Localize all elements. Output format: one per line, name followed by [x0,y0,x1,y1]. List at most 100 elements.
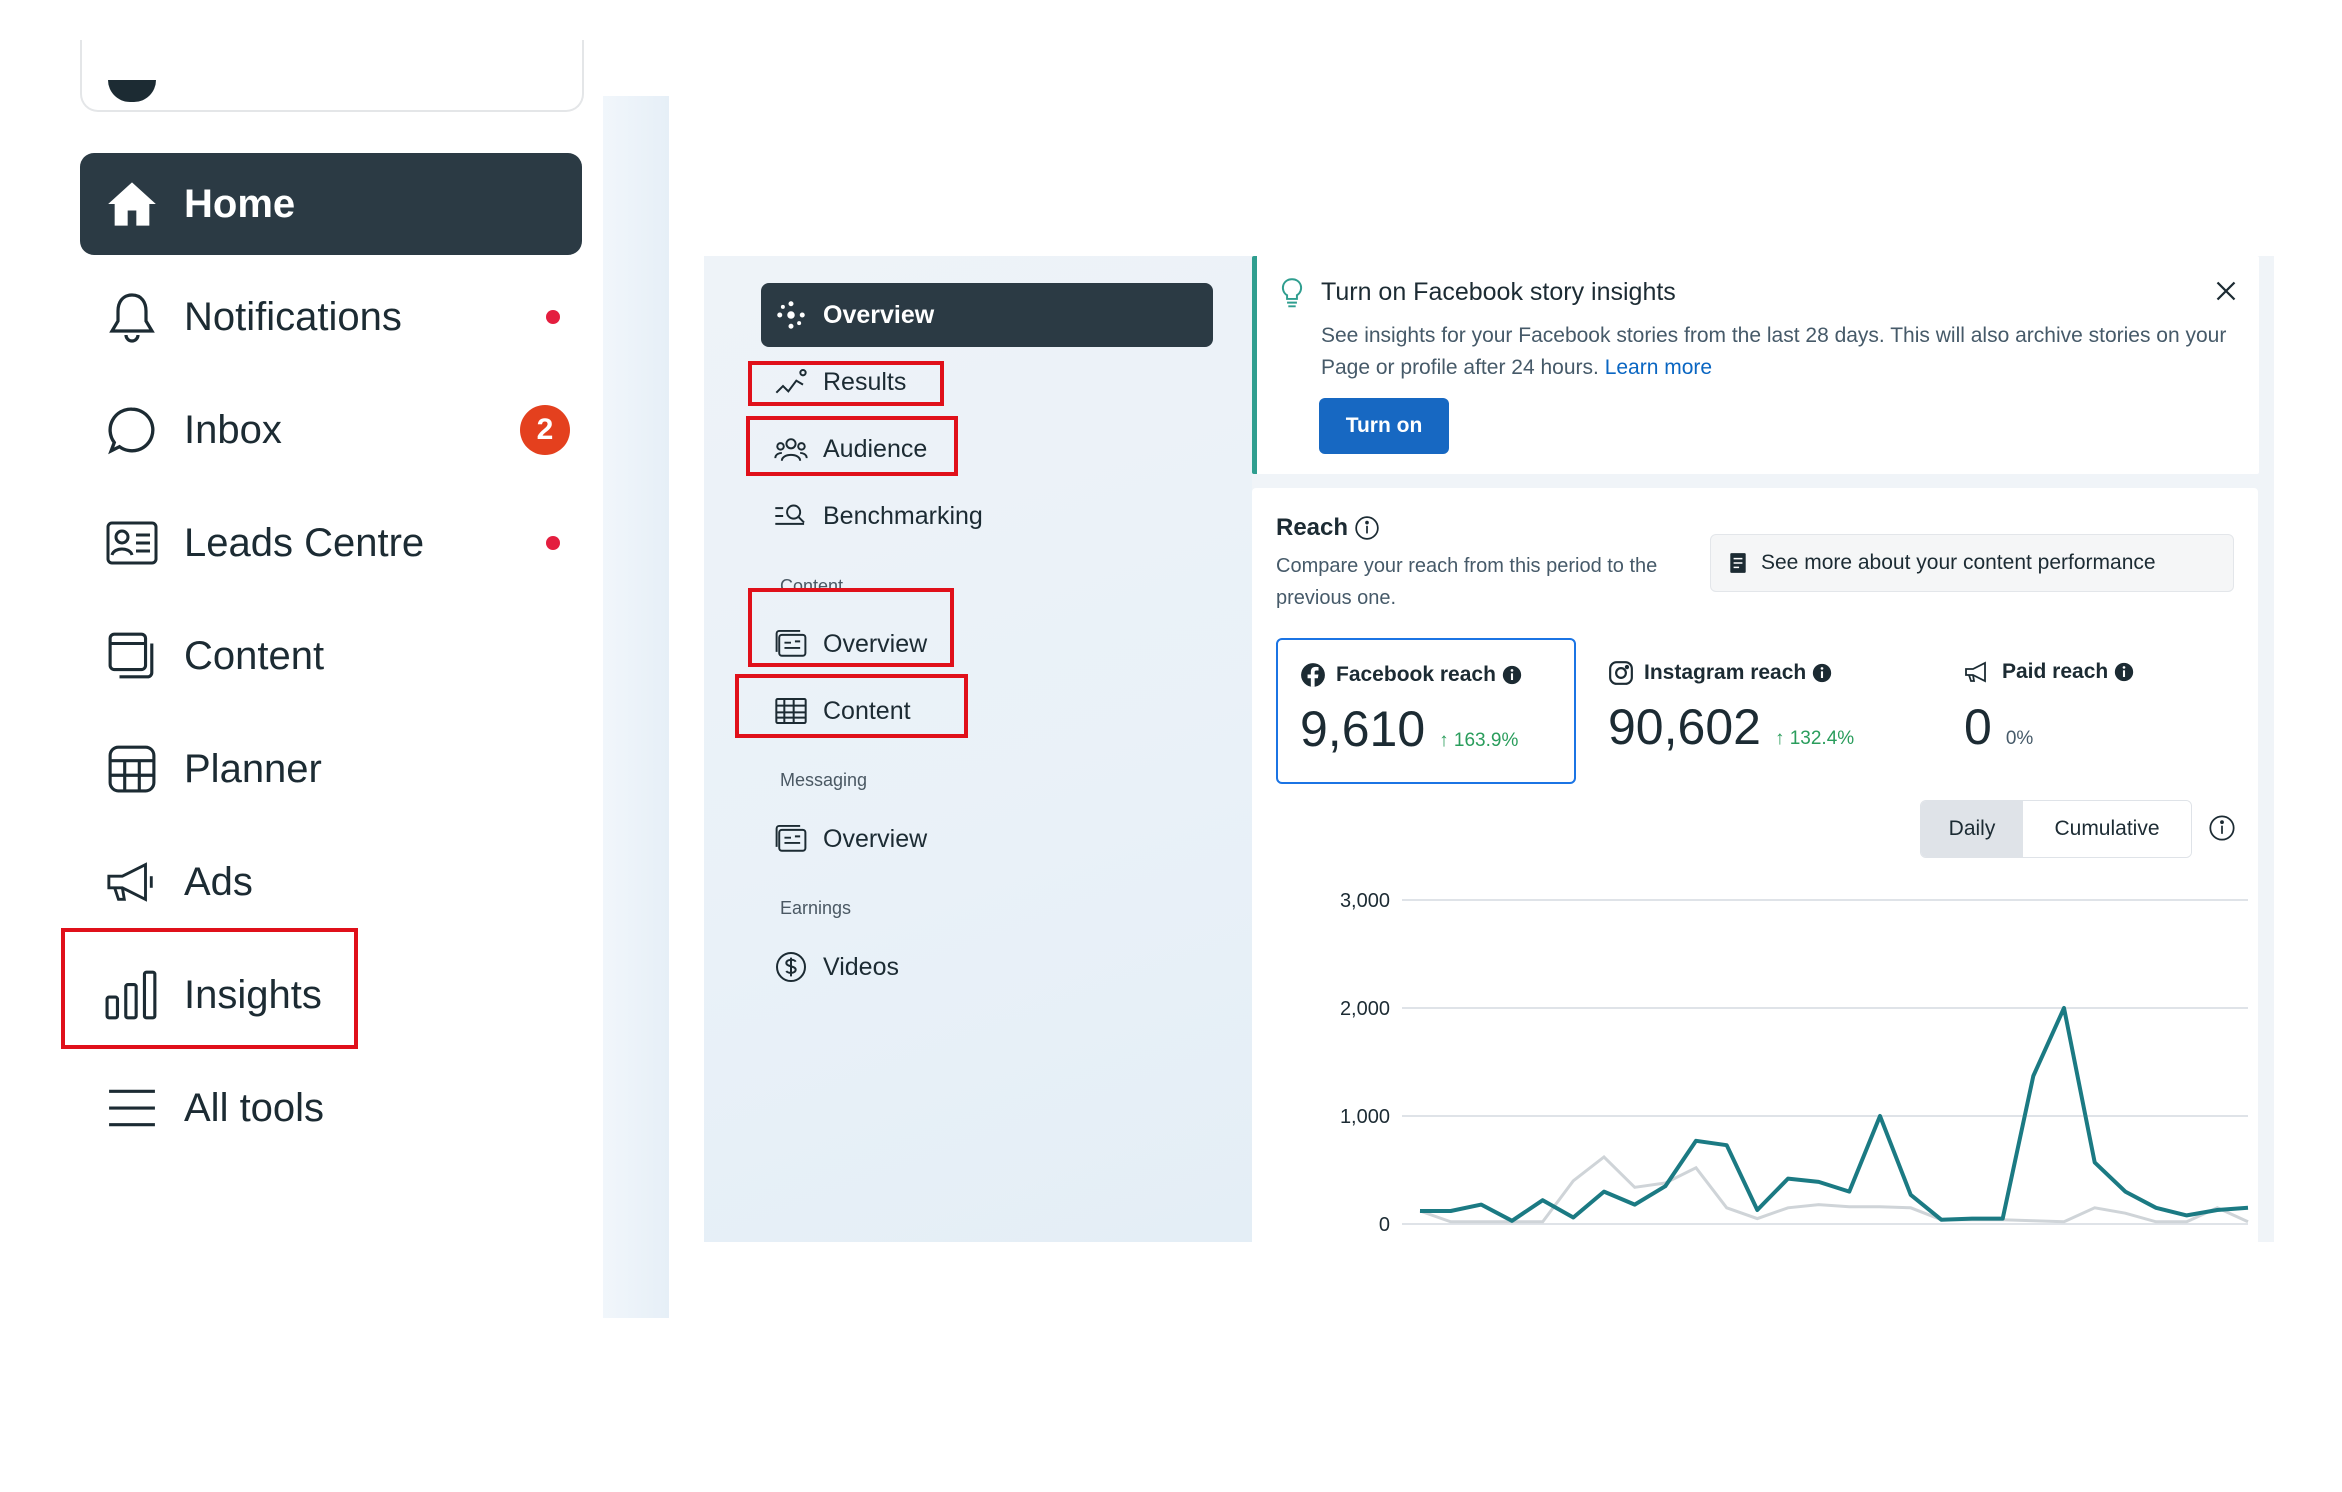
info-filled-icon[interactable] [1812,663,1832,683]
lightbulb-icon [1279,278,1305,315]
facebook-icon [1300,662,1326,688]
subnav-item-label: Audience [823,434,928,463]
media-icon [773,626,809,662]
metric-change-value: 0% [2005,728,2034,749]
dollar-icon [773,949,809,985]
subnav-item-label: Benchmarking [823,501,983,530]
scroll-strip [603,96,669,1318]
see-more-content-performance-button[interactable]: See more about your content performance [1710,534,2234,592]
highlight-box-results [748,361,944,406]
sidebar-item-ads[interactable]: Ads [80,831,582,933]
sidebar-item-label: Planner [184,746,322,791]
contact-card-icon [102,513,162,573]
facebook-reach-metric[interactable]: Facebook reach 9,610 ↑ 163.9% [1276,638,1576,784]
account-switcher-card[interactable] [80,40,584,112]
highlight-box-content-overview [748,588,954,667]
instagram-reach-metric[interactable]: Instagram reach 90,602 ↑ 132.4% [1586,638,1882,780]
info-icon[interactable] [1354,515,1380,541]
y-tick-label: 2,000 [1340,998,1390,1020]
metric-label: Instagram reach [1644,661,1807,684]
section-label-messaging: Messaging [780,770,868,790]
y-tick-label: 0 [1379,1214,1390,1236]
sidebar-item-notifications[interactable]: Notifications [80,266,582,368]
metric-title: Paid reach [1964,660,2134,684]
content-pages-icon [102,626,162,686]
metric-change-value: 163.9% [1453,730,1519,751]
subnav-item-audience[interactable]: Audience [761,418,927,480]
chat-bubble-icon [102,400,162,460]
subnav-item-content-overview[interactable]: Overview [761,613,927,675]
y-tick-label: 1,000 [1340,1106,1390,1128]
sidebar-item-leads-centre[interactable]: Leads Centre [80,492,582,594]
highlight-box-audience [746,416,958,476]
metric-change-value: 132.4% [1789,728,1855,749]
subnav-item-messaging-overview[interactable]: Overview [761,808,927,870]
sidebar-item-planner[interactable]: Planner [80,718,582,820]
reach-title: Reach [1276,514,1380,542]
unread-badge: 2 [520,405,570,455]
subnav-item-content-table[interactable]: Content [761,680,911,742]
metric-value: 9,610 [1300,701,1426,757]
metric-change: ↑ 132.4% [1774,728,1855,749]
subnav-item-label: Results [823,367,907,396]
megaphone-icon [1964,660,1992,684]
trend-icon [773,364,809,400]
home-icon [102,174,162,234]
paid-reach-metric[interactable]: Paid reach 0 0% [1942,638,2238,780]
metric-value-row: 0 0% [1964,698,2033,756]
series-line-previous [1419,1155,2249,1224]
sidebar-item-label: Inbox [184,407,282,452]
metric-value-row: 9,610 ↑ 163.9% [1300,700,1518,758]
metric-title: Facebook reach [1300,662,1522,688]
metric-label: Facebook reach [1336,663,1496,686]
notification-dot [546,310,560,324]
sidebar-item-insights[interactable]: Insights [80,944,582,1046]
table-icon [773,693,809,729]
subnav-item-results[interactable]: Results [761,351,906,413]
sidebar-item-label: Home [184,181,296,226]
subnav-item-label: Overview [823,300,935,329]
subnav-item-label: Videos [823,952,899,981]
turn-on-button[interactable]: Turn on [1319,398,1449,454]
cumulative-toggle-button[interactable]: Cumulative [2023,801,2191,857]
sidebar-item-label: Insights [184,972,322,1017]
learn-more-link[interactable]: Learn more [1604,356,1713,379]
subnav-item-benchmarking[interactable]: Benchmarking [761,485,983,547]
metric-label: Paid reach [2002,660,2109,683]
metric-value: 0 [1964,699,1992,755]
subnav-item-overview[interactable]: Overview [761,283,1213,347]
banner-text: See insights for your Facebook stories f… [1321,320,2241,384]
sidebar-item-label: Leads Centre [184,520,425,565]
sparkle-icon [773,297,809,333]
sidebar-item-content[interactable]: Content [80,605,582,707]
banner-description: See insights for your Facebook stories f… [1321,324,2227,379]
daily-toggle-button[interactable]: Daily [1921,801,2023,857]
account-avatar [108,80,156,102]
chart-y-ticks: 3,000 2,000 1,000 0 [1340,890,1390,1236]
megaphone-icon [102,852,162,912]
metric-title: Instagram reach [1608,660,1832,686]
sidebar-item-label: Content [184,633,325,678]
info-icon[interactable] [2208,814,2236,847]
banner-title: Turn on Facebook story insights [1321,278,1676,306]
media-icon [773,821,809,857]
info-filled-icon[interactable] [2114,662,2134,682]
reach-subtitle: Compare your reach from this period to t… [1276,555,1658,609]
sidebar-item-label: Notifications [184,294,402,339]
reach-title-text: Reach [1276,514,1349,541]
sidebar-item-home[interactable]: Home [80,153,582,255]
info-filled-icon[interactable] [1502,665,1522,685]
sidebar-item-all-tools[interactable]: All tools [80,1057,582,1159]
chart-grid [1402,899,2248,1225]
subnav-item-videos[interactable]: Videos [761,936,899,998]
section-label-earnings: Earnings [780,898,852,918]
insights-panel: Overview Results Audience Benchmarking C… [704,256,2274,1242]
report-icon [1729,552,1747,574]
highlight-box-content [735,674,968,738]
close-icon[interactable] [2209,274,2243,308]
sidebar-item-inbox[interactable]: Inbox 2 [80,379,582,481]
subnav-item-label: Overview [823,824,928,853]
subnav-item-label: Overview [823,629,928,658]
reach-line-chart: 3,000 2,000 1,000 0 [1340,890,2249,1236]
notification-dot [546,536,560,550]
